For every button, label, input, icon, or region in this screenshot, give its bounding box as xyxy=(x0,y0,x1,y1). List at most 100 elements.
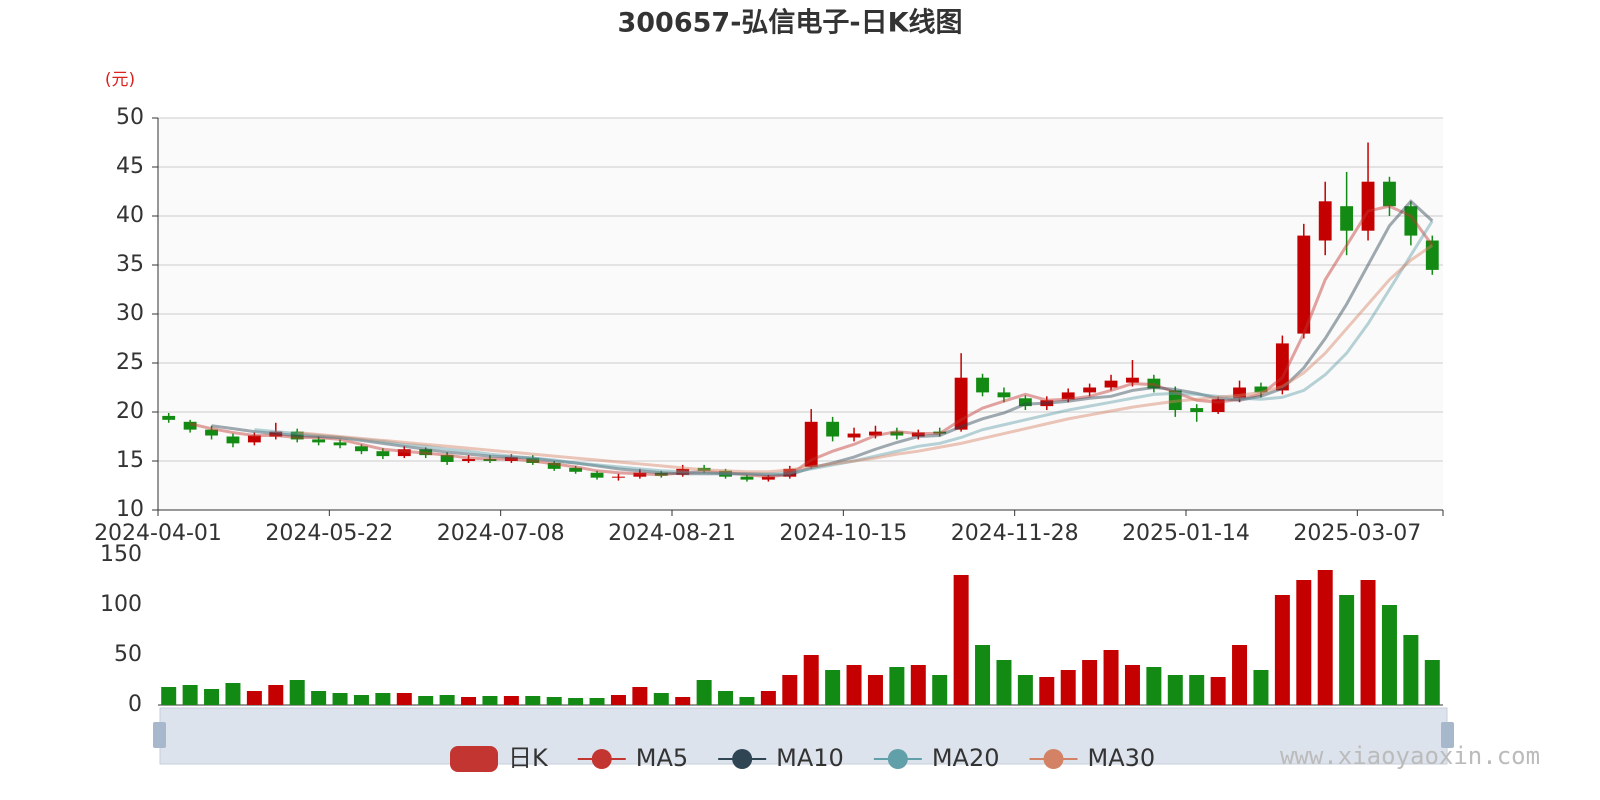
volume-bar xyxy=(268,685,284,705)
volume-bar xyxy=(311,691,327,705)
candle-body xyxy=(933,431,947,434)
volume-bar xyxy=(1189,675,1205,705)
legend-item[interactable]: MA30 xyxy=(1029,744,1156,772)
candle-body xyxy=(1275,343,1289,391)
candle-body xyxy=(1233,387,1246,399)
candle-body xyxy=(1104,380,1118,388)
candle-body xyxy=(312,439,326,443)
y-unit: (元) xyxy=(105,70,135,90)
volume-bar xyxy=(1060,670,1076,705)
volume-tick-label: 0 xyxy=(128,692,142,717)
candle-body xyxy=(504,457,518,461)
candle-body xyxy=(269,431,283,437)
zoom-handle[interactable] xyxy=(1441,722,1454,748)
volume-bar xyxy=(846,665,862,705)
zoom-track[interactable] xyxy=(159,707,1448,765)
volume-bar xyxy=(1017,675,1033,705)
candle-body xyxy=(333,442,347,446)
candle-body xyxy=(355,446,368,452)
candle-body xyxy=(869,431,882,436)
volume-bar xyxy=(503,696,519,705)
candle-body xyxy=(1297,235,1311,334)
volume-bar xyxy=(910,665,926,705)
volume-bar xyxy=(246,691,262,705)
y-tick-label: 45 xyxy=(116,154,144,179)
candle-body xyxy=(440,455,454,462)
legend-label: MA20 xyxy=(932,744,1000,772)
y-tick-label: 30 xyxy=(116,301,144,326)
candle-body xyxy=(676,468,690,475)
volume-bar xyxy=(889,667,905,705)
candle-body xyxy=(804,421,818,467)
volume-bar xyxy=(782,675,798,705)
candle-body xyxy=(247,435,261,443)
volume-bar xyxy=(1124,665,1140,705)
legend-item[interactable]: MA5 xyxy=(577,744,688,772)
candle-body xyxy=(183,421,197,430)
ma-line xyxy=(189,204,1434,479)
y-tick-label: 15 xyxy=(116,448,144,473)
volume-bar xyxy=(1403,635,1419,705)
y-tick-label: 40 xyxy=(116,203,144,228)
candle-body xyxy=(1040,400,1054,407)
ma-line xyxy=(211,199,1434,477)
legend-swatch xyxy=(887,749,908,769)
candle-body xyxy=(1425,240,1439,270)
candle-body xyxy=(783,468,797,477)
legend-item[interactable]: MA10 xyxy=(718,744,844,772)
volume-bar xyxy=(396,693,412,705)
candle-body xyxy=(997,392,1011,398)
chart-title: 300657-弘信电子-日K线图 xyxy=(617,8,962,39)
volume-bar xyxy=(1381,605,1397,705)
volume-bar xyxy=(1424,660,1440,705)
volume-bar xyxy=(289,680,305,705)
volume-bar xyxy=(1146,667,1162,705)
candle-body xyxy=(290,431,304,440)
legend-item[interactable]: 日K xyxy=(450,744,549,772)
candle-body xyxy=(954,377,968,430)
volume-bar xyxy=(418,696,434,705)
candle-body xyxy=(890,431,904,436)
x-tick-label: 2024-07-08 xyxy=(437,521,565,546)
candle-body xyxy=(911,432,925,437)
candle-body xyxy=(1383,181,1396,207)
candle-body xyxy=(1083,387,1097,393)
candle-body xyxy=(1318,201,1332,241)
volume-bar xyxy=(1317,570,1333,705)
volume-bar xyxy=(718,691,734,705)
volume-bar xyxy=(975,645,991,705)
volume-bar xyxy=(696,680,712,705)
y-tick-label: 10 xyxy=(116,497,144,522)
volume-bar xyxy=(739,697,755,705)
data-zoom[interactable] xyxy=(153,707,1454,765)
zoom-handle[interactable] xyxy=(153,722,166,748)
y-tick-label: 25 xyxy=(116,350,144,375)
candle-body xyxy=(612,476,625,478)
candle-body xyxy=(697,467,711,471)
y-tick-label: 20 xyxy=(116,399,144,424)
candle-body xyxy=(1147,378,1161,389)
volume-bar xyxy=(1082,660,1098,705)
watermark: www.xiaoyaoxin.com xyxy=(1280,742,1540,770)
candle-body xyxy=(376,451,390,457)
candle-body xyxy=(1254,386,1268,393)
volume-bar xyxy=(161,687,177,705)
volume-bar xyxy=(867,675,883,705)
legend-item[interactable]: MA20 xyxy=(873,744,1000,772)
y-tick-label: 35 xyxy=(116,252,144,277)
volume-bar xyxy=(204,689,220,705)
candle-body xyxy=(719,470,732,477)
volume-bar xyxy=(675,697,691,705)
volume-bar xyxy=(610,695,626,705)
x-tick-label: 2024-04-01 xyxy=(94,521,222,546)
legend-label: MA30 xyxy=(1088,744,1156,772)
candle-body xyxy=(590,472,604,478)
candle-body xyxy=(483,459,497,461)
legend-swatch xyxy=(591,749,612,769)
candle-body xyxy=(740,476,754,480)
volume-bar xyxy=(1039,677,1055,705)
candle-body xyxy=(419,449,433,456)
x-tick-label: 2024-11-28 xyxy=(951,521,1079,546)
volume-bar xyxy=(1232,645,1248,705)
